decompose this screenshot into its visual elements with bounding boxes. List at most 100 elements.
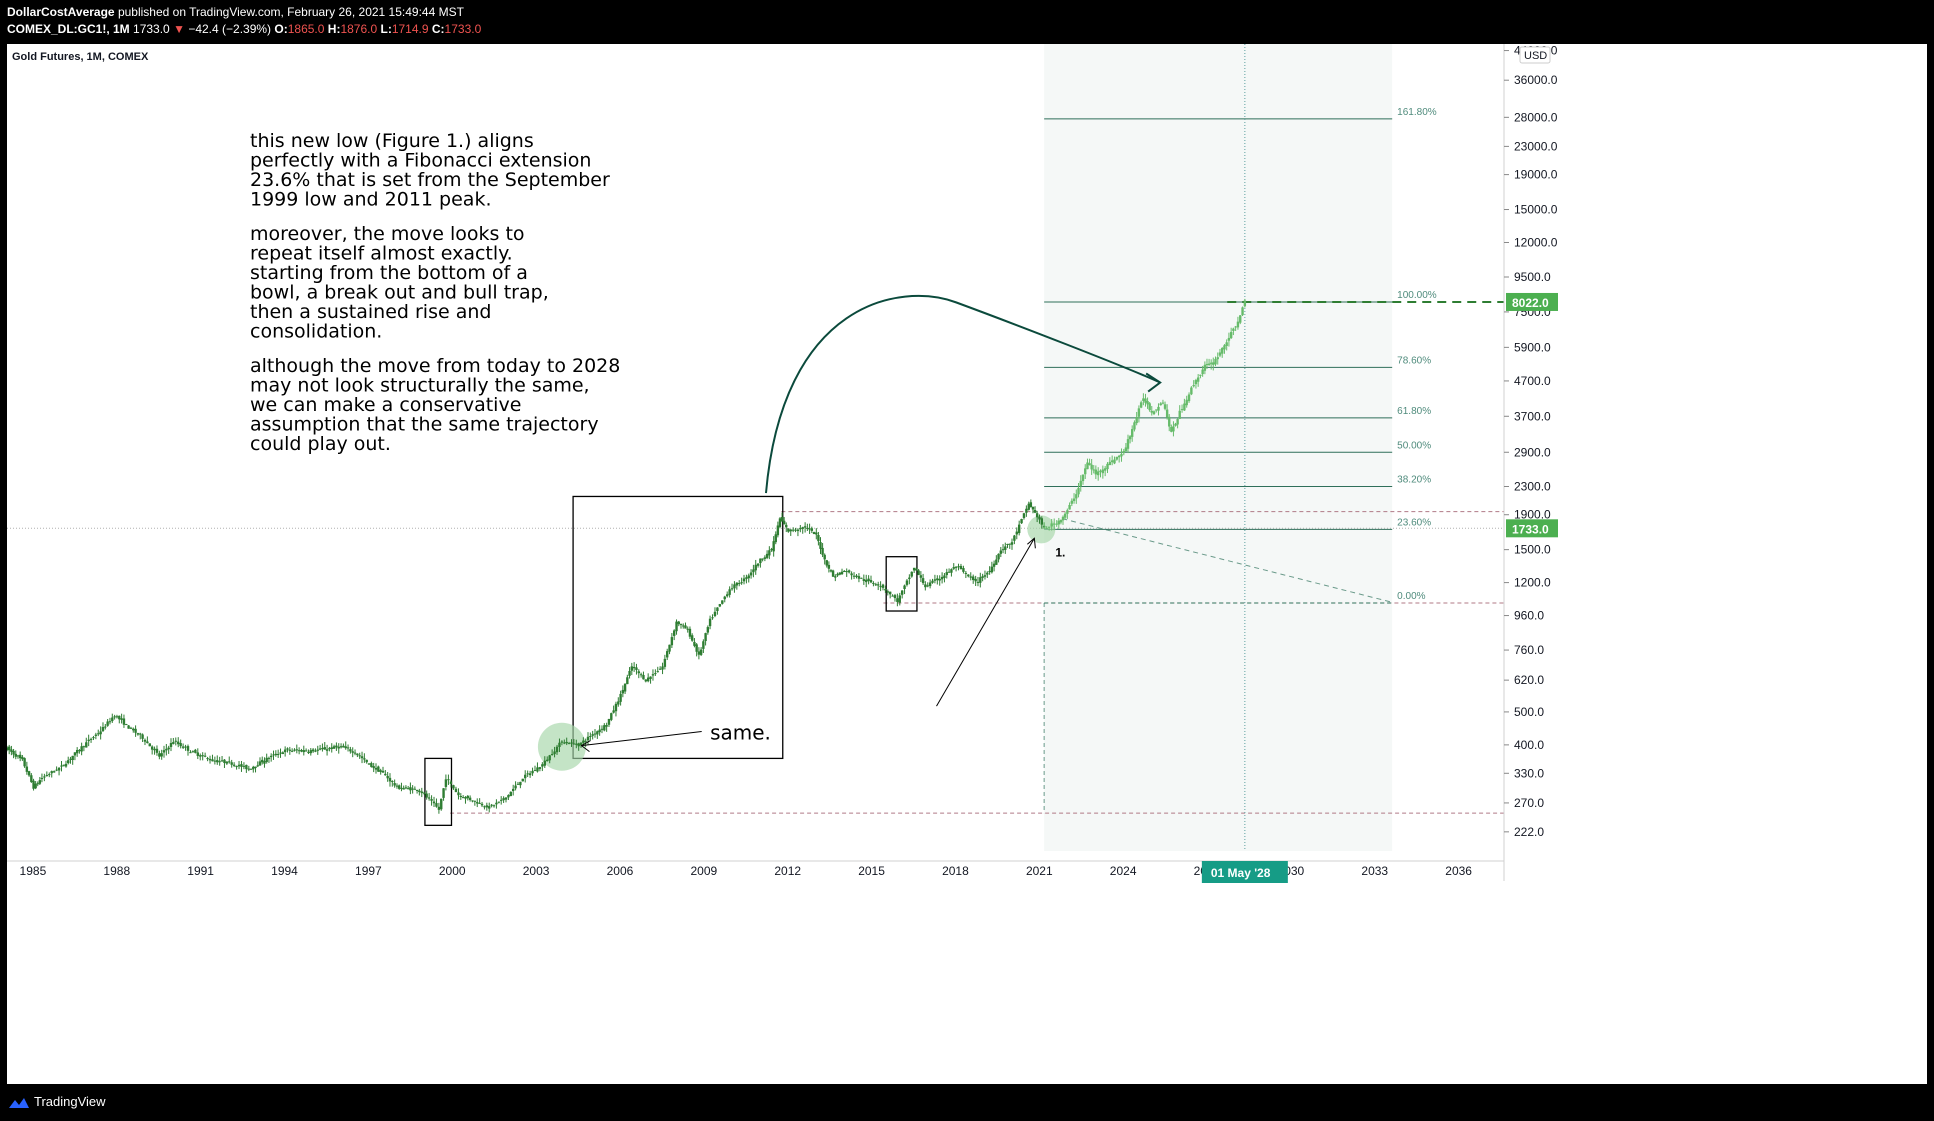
- price-candle: [563, 742, 566, 744]
- arrowhead-icon: [1145, 372, 1162, 393]
- price-candle: [688, 628, 692, 637]
- price-candle: [670, 637, 674, 646]
- projection-candle: [1196, 377, 1200, 382]
- price-chart[interactable]: Gold Futures, 1M, COMEX 161.80% 100.00% 78.…: [7, 44, 1927, 1084]
- price-candle: [514, 785, 517, 789]
- price-candle: [21, 756, 24, 760]
- price-candle: [196, 752, 199, 756]
- price-candle: [533, 770, 537, 772]
- price-candle: [718, 604, 722, 607]
- price-candle: [612, 710, 615, 713]
- price-candle: [335, 745, 338, 748]
- price-candle: [1006, 543, 1009, 545]
- price-candle: [12, 750, 15, 755]
- projection-candle: [1066, 510, 1069, 514]
- price-candle: [153, 748, 156, 751]
- price-candle: [874, 584, 878, 586]
- price-candle: [165, 748, 168, 751]
- publish-line: DollarCostAverage published on TradingVi…: [7, 5, 464, 19]
- projection-candle: [1050, 523, 1053, 527]
- price-candle: [945, 572, 948, 576]
- right-border: [1927, 44, 1934, 1084]
- price-candle: [577, 743, 580, 747]
- price-candle: [252, 766, 255, 770]
- price-candle: [644, 679, 647, 682]
- price-candle: [344, 746, 347, 749]
- price-candle: [898, 595, 901, 603]
- projection-candle: [1187, 394, 1191, 402]
- price-candle: [34, 783, 37, 789]
- projection-candle: [1094, 469, 1098, 475]
- price-candle: [485, 805, 489, 808]
- currency-tag[interactable]: [1519, 46, 1551, 64]
- price-candle: [78, 750, 81, 752]
- projection-candle: [1092, 469, 1095, 471]
- price-candle: [834, 576, 837, 578]
- price-candle: [346, 747, 350, 749]
- price-candle: [910, 571, 913, 577]
- projection-candle: [1072, 498, 1076, 502]
- price-candle: [367, 763, 371, 765]
- price-candle: [654, 673, 657, 675]
- projection-candle: [1101, 469, 1105, 474]
- price-candle: [831, 570, 835, 577]
- tradingview-logo[interactable]: TradingView: [8, 1094, 106, 1110]
- price-candle: [223, 759, 226, 763]
- projection-candle: [1163, 404, 1167, 409]
- price-candle: [695, 644, 698, 652]
- projection-candle: [1139, 402, 1143, 408]
- price-candle: [933, 579, 937, 581]
- fib-level-label: 0.00%: [1397, 591, 1425, 602]
- price-candle: [425, 793, 428, 798]
- price-candle: [575, 743, 578, 745]
- time-tick-label: 2000: [439, 864, 466, 878]
- projection-candle: [1106, 463, 1109, 470]
- price-candle: [526, 773, 529, 775]
- price-candle: [379, 770, 382, 772]
- price-candle: [430, 799, 433, 801]
- price-candle: [617, 701, 620, 705]
- price-candle: [258, 761, 262, 766]
- price-candle: [189, 752, 192, 754]
- price-candle: [803, 526, 807, 528]
- price-candle: [697, 651, 701, 655]
- price-candle: [579, 742, 583, 746]
- fib-level-label: 161.80%: [1397, 107, 1437, 118]
- price-candle: [754, 564, 757, 571]
- target-price-badge: [1506, 292, 1558, 311]
- price-candle: [543, 760, 546, 766]
- price-candle: [524, 774, 527, 779]
- annotation-paragraph-1-line: 23.6% that is set from the September: [250, 169, 610, 191]
- price-candle: [675, 621, 678, 632]
- annotation-paragraph-3-line: we can make a conservative: [250, 394, 521, 416]
- price-candle: [249, 768, 253, 770]
- price-candle: [323, 747, 326, 750]
- author-name[interactable]: DollarCostAverage: [7, 5, 115, 19]
- price-candle: [693, 641, 696, 646]
- price-candle: [1010, 542, 1014, 545]
- price-candle: [82, 746, 86, 748]
- time-tick-label: 2021: [1026, 864, 1053, 878]
- price-candle: [972, 576, 975, 580]
- price-candle: [857, 576, 861, 579]
- price-candle: [160, 753, 163, 757]
- price-candle: [113, 716, 116, 718]
- price-candle: [603, 725, 606, 731]
- price-candle: [377, 766, 380, 772]
- low-label: L:: [380, 22, 392, 36]
- price-candle: [838, 572, 841, 575]
- annotation-paragraph-3-line: assumption that the same trajectory: [250, 414, 599, 436]
- price-candle: [139, 733, 142, 735]
- price-candle: [115, 716, 119, 718]
- price-candle: [307, 751, 310, 753]
- projection-candle: [1079, 480, 1082, 487]
- price-candle: [480, 803, 484, 806]
- price-candle: [435, 803, 438, 807]
- price-tick-label: 3700.0: [1514, 409, 1551, 423]
- price-change: −42.4 (−2.39%): [188, 22, 272, 36]
- price-candle: [812, 532, 816, 535]
- projection-candle: [1126, 439, 1130, 449]
- price-candle: [360, 756, 364, 759]
- arrowhead-icon: [1027, 537, 1036, 549]
- price-candle: [50, 771, 53, 774]
